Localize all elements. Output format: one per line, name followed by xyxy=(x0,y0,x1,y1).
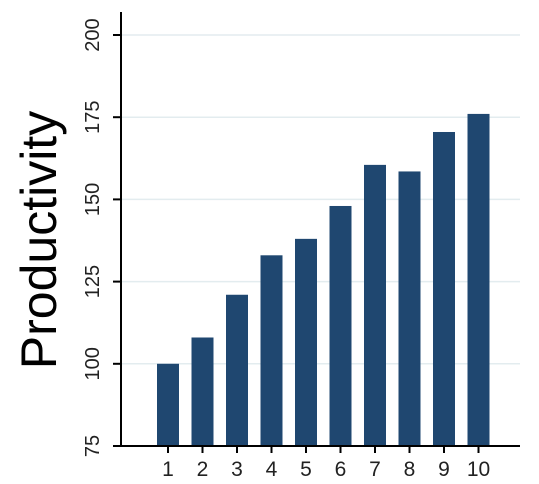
x-tick-label: 1 xyxy=(162,458,174,481)
bar-8 xyxy=(398,171,421,446)
y-tick-label: 150 xyxy=(82,183,104,216)
bar-7 xyxy=(364,164,386,446)
x-tick-label: 10 xyxy=(467,458,490,481)
x-tick-label: 6 xyxy=(335,458,347,481)
y-tick-label: 100 xyxy=(82,347,104,380)
x-tick-label: 2 xyxy=(197,458,209,481)
bar-9 xyxy=(433,131,455,446)
x-ticks: 1 2 3 4 5 6 7 8 9 10 xyxy=(162,446,490,481)
y-tick-label: 175 xyxy=(82,101,104,134)
y-tick-label: 125 xyxy=(82,265,104,298)
bar-6 xyxy=(329,205,352,446)
bars xyxy=(157,113,490,447)
x-tick-label: 8 xyxy=(404,458,416,481)
x-tick-label: 9 xyxy=(438,458,450,481)
bar-1 xyxy=(157,363,179,446)
bar-2 xyxy=(191,337,214,446)
x-tick-label: 5 xyxy=(300,458,312,481)
bar-5 xyxy=(295,238,317,446)
gridlines xyxy=(121,34,520,365)
x-tick-label: 7 xyxy=(369,458,381,481)
y-axis-label: Productivity xyxy=(11,111,67,369)
y-tick-label: 75 xyxy=(82,435,104,457)
x-tick-label: 3 xyxy=(231,458,243,481)
y-tick-label: 200 xyxy=(82,18,104,51)
bar-10 xyxy=(467,113,490,447)
bar-3 xyxy=(226,294,248,446)
bar-4 xyxy=(260,255,283,446)
y-ticks: 75 100 125 150 175 200 xyxy=(82,18,121,457)
x-tick-label: 4 xyxy=(266,458,278,481)
